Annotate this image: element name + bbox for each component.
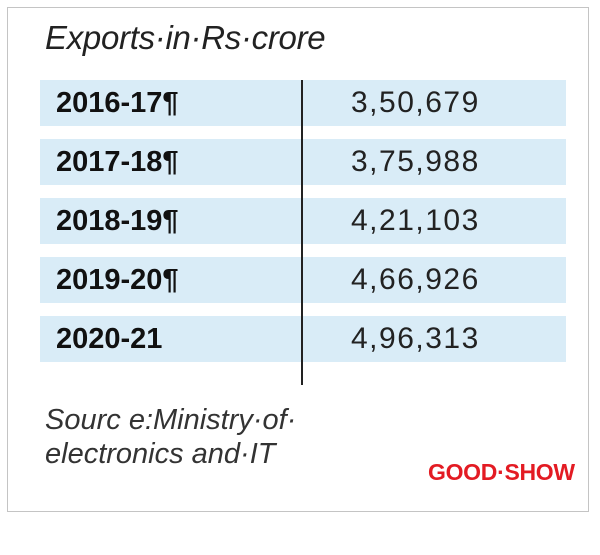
- table-title: Exports·in·Rs·crore: [45, 19, 326, 56]
- row-background: [40, 139, 566, 185]
- year-cell: 2018-19¶: [56, 205, 179, 237]
- value-cell: 4,21,103: [351, 204, 480, 237]
- source-line-1: Sourc e:Ministry·of·: [45, 404, 297, 436]
- row-background: [40, 80, 566, 126]
- row-background: [40, 257, 566, 303]
- table-row: 2017-18¶ 3,75,988: [40, 139, 566, 185]
- row-background: [40, 198, 566, 244]
- source-line-2: electronics and·IT: [45, 438, 276, 470]
- column-divider: [301, 80, 303, 385]
- row-background: [40, 316, 566, 362]
- year-cell: 2017-18¶: [56, 146, 179, 178]
- table-row: 2016-17¶ 3,50,679: [40, 80, 566, 126]
- table-row: 2019-20¶ 4,66,926: [40, 257, 566, 303]
- value-cell: 3,50,679: [351, 86, 480, 119]
- year-cell: 2019-20¶: [56, 264, 179, 296]
- value-cell: 4,66,926: [351, 263, 480, 296]
- exports-table: 2016-17¶ 3,50,679 2017-18¶ 3,75,988 2018…: [40, 80, 566, 375]
- year-cell: 2020-21: [56, 323, 163, 355]
- brand-label: GOOD·SHOW: [428, 459, 575, 485]
- table-row: 2020-21 4,96,313: [40, 316, 566, 362]
- value-cell: 4,96,313: [351, 322, 480, 355]
- year-cell: 2016-17¶: [56, 87, 179, 119]
- source-note: Sourc e:Ministry·of· electronics and·IT: [45, 403, 296, 471]
- table-row: 2018-19¶ 4,21,103: [40, 198, 566, 244]
- value-cell: 3,75,988: [351, 145, 480, 178]
